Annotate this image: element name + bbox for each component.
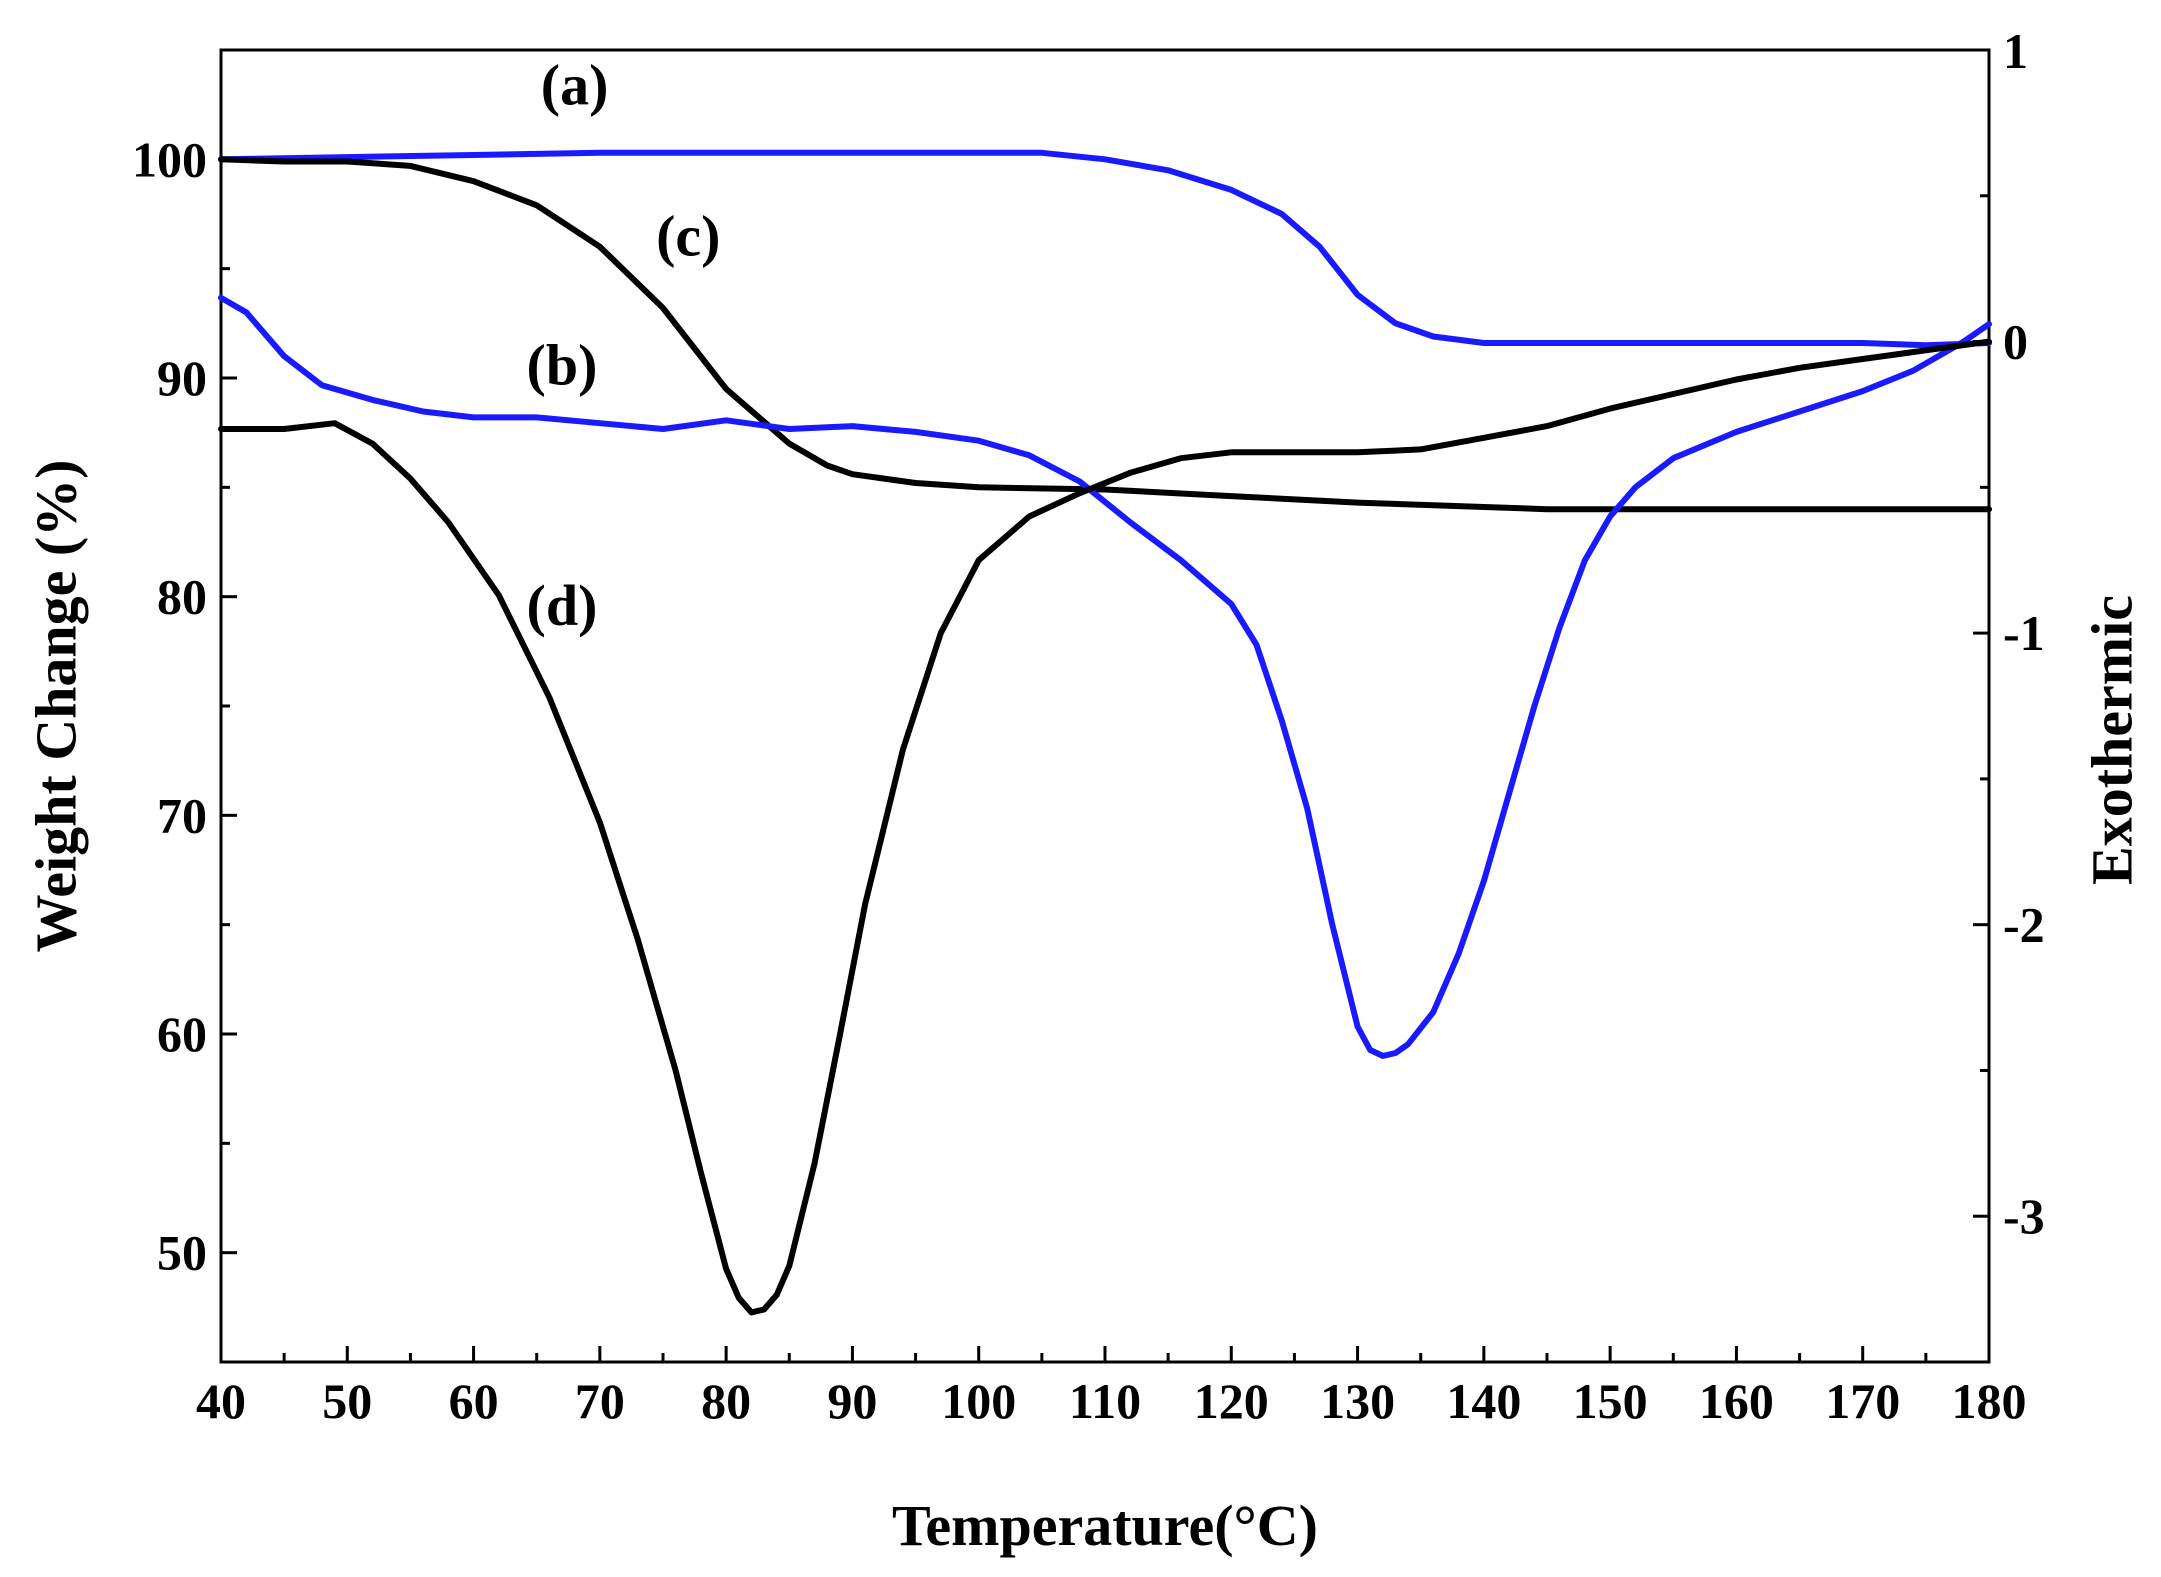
x-tick-label: 110 [1069, 1373, 1141, 1429]
y2-axis-title: Exothermic [2079, 595, 2144, 885]
curve-label-c: (c) [656, 204, 720, 269]
y-tick-label: 60 [157, 1006, 207, 1062]
series-line-d [218, 338, 1992, 1316]
y-axis-title: Weight Change (%) [23, 460, 88, 953]
y2-tick-label: 0 [2003, 314, 2028, 370]
y2-tick-label: -3 [2003, 1188, 2045, 1244]
x-tick-label: 170 [1825, 1373, 1900, 1429]
curve-annotations: (a) (c) (b) (d) [527, 53, 721, 638]
curve-label-b: (b) [527, 333, 598, 398]
series-line-a [218, 149, 1992, 349]
y2-tick-label: -2 [2003, 897, 2045, 953]
x-tick-label: 80 [701, 1373, 751, 1429]
x-tick-label: 40 [196, 1373, 246, 1429]
y-tick-label: 90 [157, 350, 207, 406]
y-axis-ticks: 50 60 70 80 90 100 [132, 48, 237, 1364]
x-tick-label: 100 [941, 1373, 1016, 1429]
plot-frame [219, 48, 1991, 1364]
y2-axis-ticks: -3 -2 -1 0 1 [1973, 23, 2045, 1364]
x-tick-label: 70 [575, 1373, 625, 1429]
x-tick-label: 140 [1446, 1373, 1521, 1429]
x-tick-label: 150 [1573, 1373, 1648, 1429]
x-tick-label: 90 [827, 1373, 877, 1429]
y-tick-label: 80 [157, 569, 207, 625]
series-line-b [218, 294, 1992, 1059]
series-layer [218, 149, 1992, 1316]
x-tick-label: 50 [322, 1373, 372, 1429]
x-tick-label: 130 [1320, 1373, 1395, 1429]
curve-label-d: (d) [527, 573, 598, 638]
y-tick-label: 50 [157, 1225, 207, 1281]
y-tick-label: 100 [132, 131, 207, 187]
x-tick-label: 120 [1194, 1373, 1269, 1429]
x-axis-ticks: 40 50 60 70 80 90 100 110 120 130 140 150 160 170 180 [196, 1346, 2027, 1429]
series-line-c [218, 156, 1992, 513]
y-tick-label: 70 [157, 787, 207, 843]
y2-tick-label: 1 [2003, 23, 2028, 79]
curve-label-a: (a) [541, 53, 609, 118]
x-tick-label: 60 [449, 1373, 499, 1429]
x-axis-title: Temperature(°C) [892, 1493, 1318, 1558]
x-tick-label: 160 [1699, 1373, 1774, 1429]
x-tick-label: 180 [1952, 1373, 2027, 1429]
y2-tick-label: -1 [2003, 605, 2045, 661]
plot-border [219, 48, 1991, 1364]
